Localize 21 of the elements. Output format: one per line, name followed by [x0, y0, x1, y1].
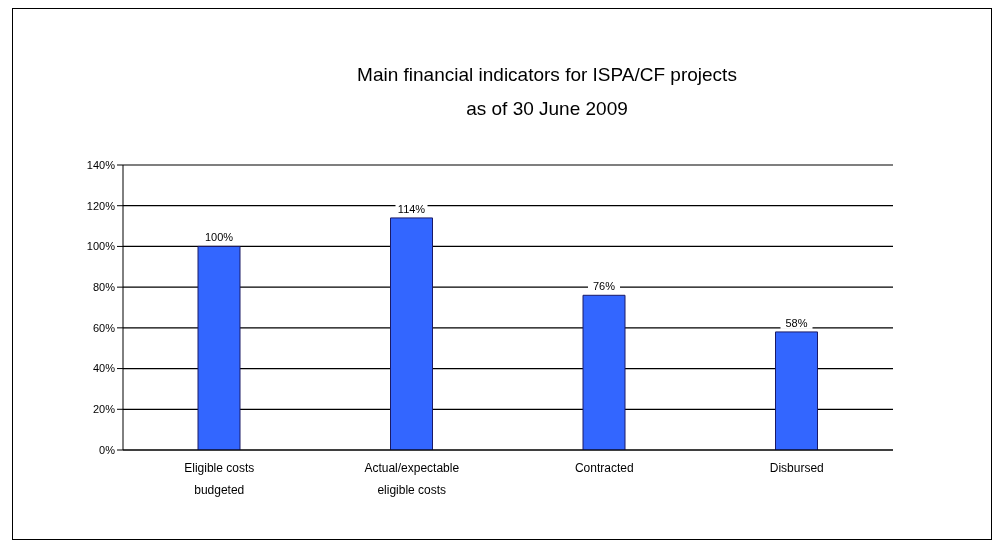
y-tick-label: 60%	[92, 321, 116, 334]
y-tick-label: 20%	[92, 403, 116, 416]
y-tick-label: 120%	[86, 199, 116, 212]
y-tick-label: 100%	[86, 240, 116, 253]
bar	[582, 294, 626, 450]
y-tick-label: 80%	[92, 281, 116, 294]
data-label: 58%	[785, 316, 808, 329]
x-tick-label: Eligible costs budgeted	[184, 461, 255, 497]
data-label: 76%	[592, 280, 616, 293]
x-tick-label: Actual/expectable eligible costs	[364, 461, 460, 497]
y-tick-label: 40%	[92, 362, 116, 375]
y-tick-label: 140%	[86, 158, 116, 171]
y-tick-label: 0%	[99, 443, 116, 456]
data-label: 100%	[204, 231, 234, 244]
bar	[390, 217, 433, 450]
data-label: 114%	[397, 202, 426, 215]
x-tick-label: Disbursed	[769, 461, 824, 475]
x-tick-label: Contracted	[574, 461, 634, 475]
chart-title: Main financial indicators for ISPA/CF projects	[356, 64, 738, 86]
chart-subtitle: as of 30 June 2009	[465, 98, 629, 120]
bar	[197, 245, 241, 450]
